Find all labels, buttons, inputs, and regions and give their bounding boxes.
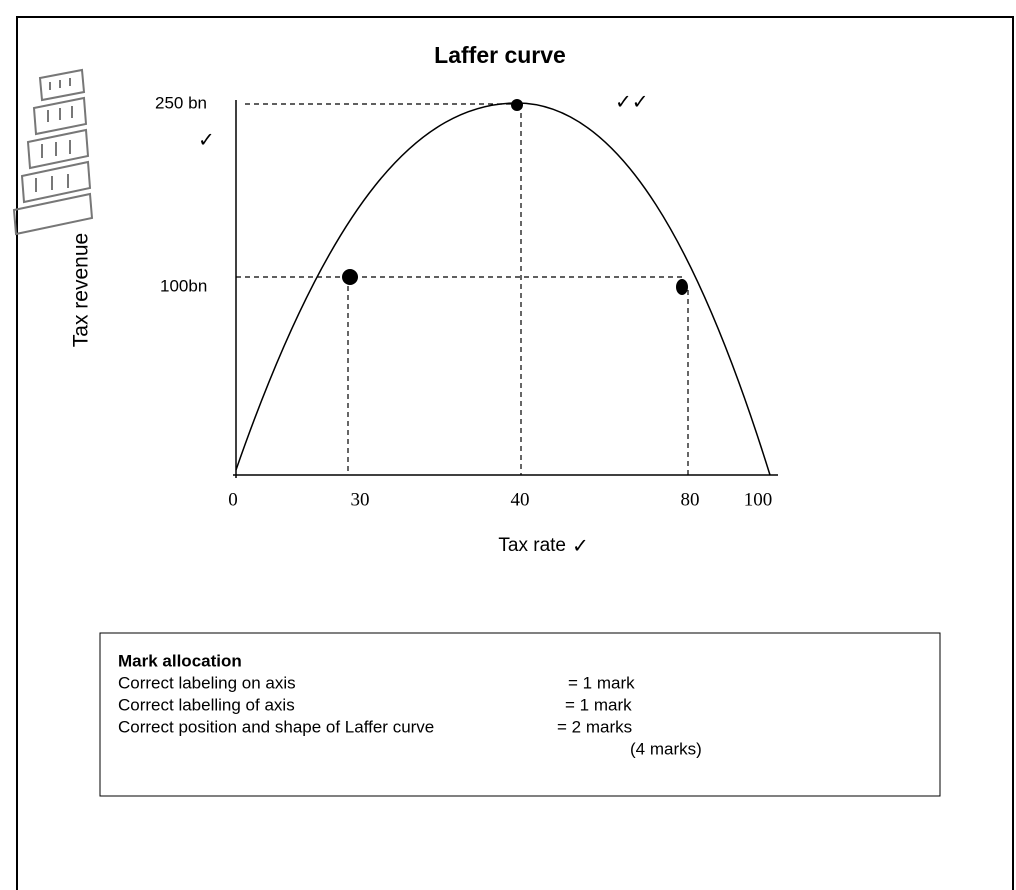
page: Laffer curve 250 bn 100bn ✓ ✓✓ Tax reven… bbox=[0, 0, 1016, 890]
point bbox=[342, 269, 358, 285]
x-label: 30 bbox=[351, 489, 370, 510]
mark-heading: Mark allocation bbox=[118, 651, 242, 670]
x-label: 80 bbox=[681, 489, 700, 510]
diagram-title: Laffer curve bbox=[434, 42, 566, 68]
page-frame bbox=[17, 17, 1013, 890]
check: ✓✓ bbox=[615, 92, 649, 114]
mark-criterion: Correct position and shape of Laffer cur… bbox=[118, 717, 434, 736]
x-label: 40 bbox=[511, 489, 530, 510]
mark-criterion: Correct labelling of axis bbox=[118, 695, 295, 714]
mark-value: = 2 marks bbox=[557, 717, 632, 736]
point bbox=[676, 279, 688, 295]
guide-lines bbox=[236, 104, 688, 475]
x-axis-title: Tax rate bbox=[498, 535, 566, 556]
mark-value: = 1 mark bbox=[568, 673, 635, 692]
mark-total: (4 marks) bbox=[630, 739, 702, 758]
point bbox=[511, 99, 523, 111]
x-label: 0 bbox=[228, 489, 238, 510]
x-label: 100 bbox=[744, 489, 773, 510]
y-axis-title: Tax revenue bbox=[70, 233, 93, 347]
y-label: 100bn bbox=[160, 276, 207, 295]
mark-criterion: Correct labeling on axis bbox=[118, 673, 296, 692]
mark-value: = 1 mark bbox=[565, 695, 632, 714]
laffer-curve bbox=[236, 103, 770, 475]
tower-icon bbox=[14, 70, 92, 234]
y-label: 250 bn bbox=[155, 93, 207, 112]
check: ✓ bbox=[572, 536, 589, 558]
check: ✓ bbox=[198, 130, 215, 152]
